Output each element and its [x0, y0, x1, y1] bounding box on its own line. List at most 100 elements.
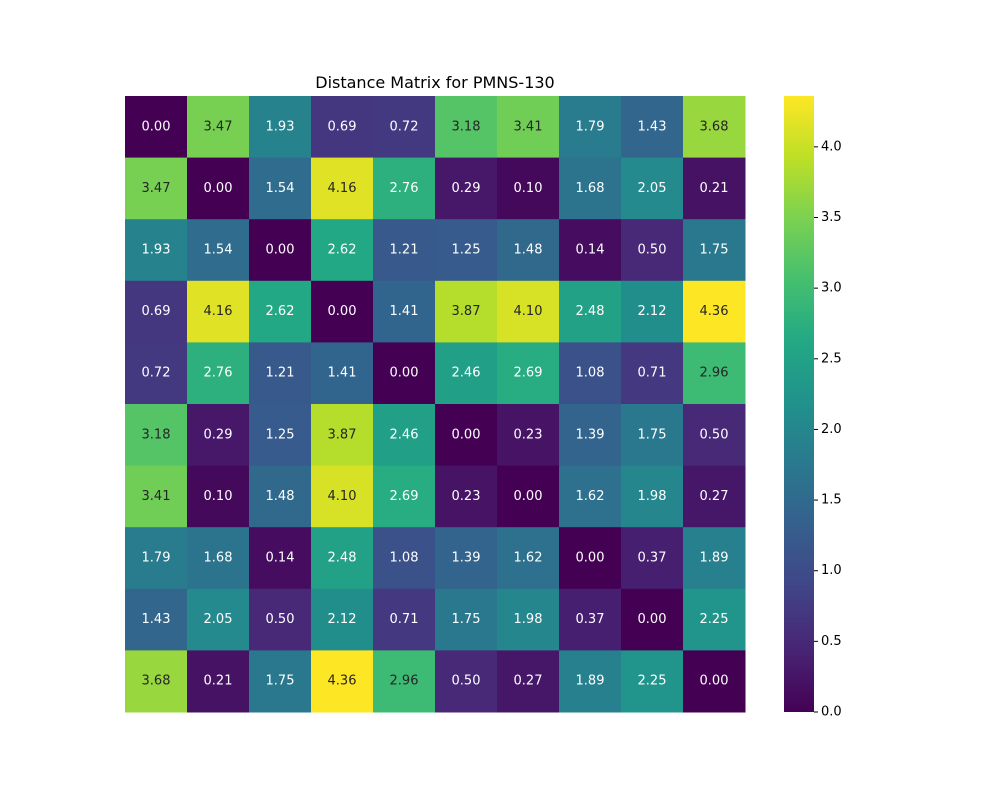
heatmap-cell	[125, 219, 188, 282]
cell-value-label: 1.48	[514, 243, 543, 258]
heatmap-cell	[497, 650, 560, 713]
heatmap-cell	[125, 650, 188, 713]
cell-value-label: 0.72	[390, 119, 419, 134]
cell-value-label: 0.00	[266, 243, 295, 258]
heatmap-cell	[497, 465, 560, 528]
cell-value-label: 2.62	[266, 304, 295, 319]
heatmap-cell	[621, 96, 684, 159]
heatmap-cell	[621, 157, 684, 220]
cell-value-label: 1.62	[514, 551, 543, 566]
heatmap-cell	[435, 404, 498, 467]
heatmap-cell	[683, 157, 746, 220]
heatmap-cell	[435, 157, 498, 220]
cell-value-label: 2.69	[514, 366, 543, 381]
cell-value-label: 1.62	[576, 489, 605, 504]
colorbar-tick-label: 0.5	[821, 634, 842, 649]
heatmap-cell	[435, 650, 498, 713]
heatmap-cell	[497, 96, 560, 159]
cell-value-label: 1.79	[576, 119, 605, 134]
cell-value-label: 2.96	[390, 674, 419, 689]
cell-value-label: 0.14	[576, 243, 605, 258]
heatmap-cell	[373, 465, 436, 528]
heatmap-cell	[621, 465, 684, 528]
heatmap-cell	[559, 527, 622, 590]
heatmap-cell	[373, 650, 436, 713]
cell-value-label: 3.87	[452, 304, 481, 319]
chart-title: Distance Matrix for PMNS-130	[315, 73, 554, 92]
heatmap-cell	[621, 527, 684, 590]
heatmap-cell	[311, 280, 374, 343]
cell-value-label: 2.05	[638, 181, 667, 196]
heatmap-cell	[621, 219, 684, 282]
heatmap-cell	[373, 219, 436, 282]
heatmap-cell	[559, 157, 622, 220]
cell-value-label: 0.00	[390, 366, 419, 381]
cell-value-label: 3.18	[452, 119, 481, 134]
heatmap-cell	[683, 650, 746, 713]
heatmap-cell	[373, 96, 436, 159]
cell-value-label: 1.89	[576, 674, 605, 689]
cell-value-label: 3.18	[142, 427, 171, 442]
heatmap-cell	[497, 280, 560, 343]
heatmap-cell	[249, 588, 312, 651]
heatmap-cell	[249, 280, 312, 343]
cell-value-label: 1.25	[452, 243, 481, 258]
cell-value-label: 2.76	[390, 181, 419, 196]
cell-value-label: 3.41	[514, 119, 543, 134]
heatmap-cell	[249, 96, 312, 159]
heatmap-cell	[435, 342, 498, 405]
cell-value-label: 0.21	[204, 674, 233, 689]
cell-value-label: 3.47	[204, 119, 233, 134]
heatmap-cell	[435, 588, 498, 651]
cell-value-label: 1.98	[638, 489, 667, 504]
cell-value-label: 1.89	[700, 551, 729, 566]
cell-value-label: 0.71	[390, 612, 419, 627]
heatmap-cell	[373, 404, 436, 467]
cell-value-label: 0.50	[266, 612, 295, 627]
heatmap-cell	[187, 219, 250, 282]
colorbar-tick-label: 2.5	[821, 351, 842, 366]
cell-value-label: 1.93	[266, 119, 295, 134]
heatmap-cell	[683, 465, 746, 528]
cell-value-label: 0.00	[576, 551, 605, 566]
heatmap-cell	[249, 527, 312, 590]
cell-value-label: 0.23	[452, 489, 481, 504]
heatmap-cell	[559, 96, 622, 159]
heatmap-cell	[497, 404, 560, 467]
heatmap-cell	[435, 527, 498, 590]
heatmap-cell	[187, 465, 250, 528]
heatmap-cell	[621, 404, 684, 467]
cell-value-label: 1.93	[142, 243, 171, 258]
heatmap-cell	[373, 280, 436, 343]
cell-value-label: 1.43	[142, 612, 171, 627]
heatmap-cell	[249, 219, 312, 282]
colorbar	[784, 96, 814, 712]
heatmap-cell	[621, 342, 684, 405]
cell-value-label: 1.79	[142, 551, 171, 566]
cell-value-label: 0.00	[700, 674, 729, 689]
heatmap-cell	[187, 650, 250, 713]
cell-value-label: 1.48	[266, 489, 295, 504]
cell-value-label: 2.12	[638, 304, 667, 319]
heatmap-cell	[125, 465, 188, 528]
heatmap-cell	[187, 527, 250, 590]
heatmap-cell	[621, 280, 684, 343]
cell-value-label: 0.37	[576, 612, 605, 627]
cell-value-label: 0.23	[514, 427, 543, 442]
heatmap-cell	[497, 588, 560, 651]
heatmap-cells: 0.00 3.47 1.93 0.69 0.72 3.18 3.41 1.79 1.43 3.68…	[125, 96, 746, 713]
heatmap-cell	[249, 342, 312, 405]
heatmap-cell	[311, 342, 374, 405]
cell-value-label: 0.00	[452, 427, 481, 442]
heatmap-cell	[311, 96, 374, 159]
heatmap-cell	[559, 280, 622, 343]
cell-value-label: 1.21	[390, 243, 419, 258]
cell-value-label: 1.41	[390, 304, 419, 319]
heatmap-cell	[373, 342, 436, 405]
cell-value-label: 0.27	[700, 489, 729, 504]
cell-value-label: 0.14	[266, 551, 295, 566]
cell-value-label: 3.68	[142, 674, 171, 689]
heatmap-cell	[373, 157, 436, 220]
heatmap-cell	[187, 588, 250, 651]
